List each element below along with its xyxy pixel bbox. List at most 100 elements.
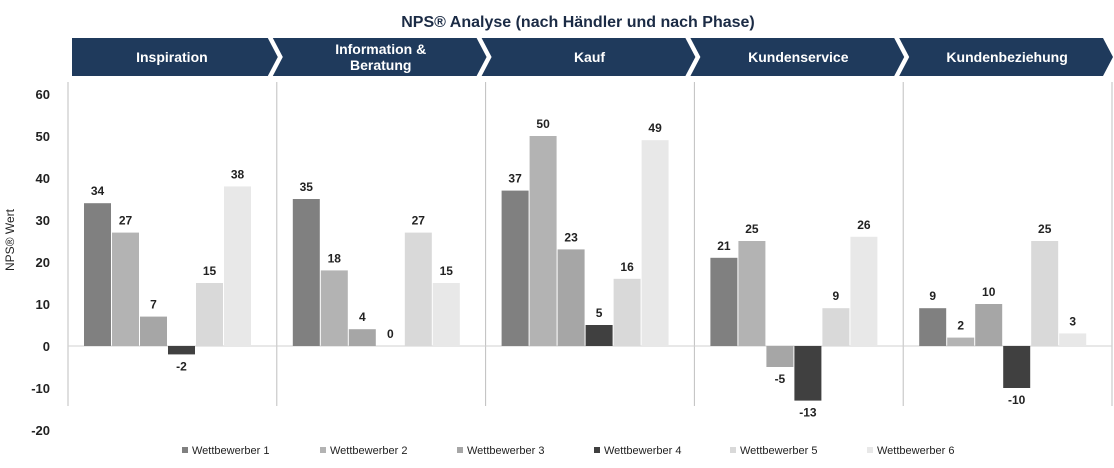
- phase-label-2: Information & Beratung: [335, 41, 426, 73]
- bar: [196, 283, 223, 346]
- bar: [292, 199, 320, 346]
- phase-label-line: Inspiration: [136, 49, 208, 65]
- bar: [850, 236, 878, 346]
- phase-label-line: Kundenbeziehung: [946, 49, 1067, 65]
- y-tick-label: 20: [36, 255, 50, 270]
- bar: [432, 283, 460, 346]
- legend-swatch: [457, 447, 463, 453]
- phase-header-3: [481, 38, 696, 76]
- y-tick-label: -10: [31, 381, 50, 396]
- legend-swatch: [730, 447, 736, 453]
- phase-header-2: [272, 38, 487, 76]
- phase-label-line: Information &: [335, 41, 426, 57]
- y-tick-label: 60: [36, 87, 50, 102]
- bar: [1031, 241, 1059, 346]
- phase-headers: Inspiration Information & Beratung Kauf Kund…: [72, 38, 1113, 76]
- legend-label: Wettbewerber 4: [604, 445, 681, 457]
- data-label: 0: [387, 327, 394, 341]
- bar: [168, 346, 195, 355]
- data-label: 2: [957, 319, 964, 333]
- bars: [84, 136, 1087, 401]
- phase-label-5: Kundenbeziehung: [946, 49, 1067, 65]
- data-label: 25: [745, 222, 759, 236]
- phase-header-1: [72, 38, 278, 76]
- y-tick-label: 40: [36, 171, 50, 186]
- bar: [766, 346, 794, 367]
- legend-swatch: [182, 447, 188, 453]
- data-label: 9: [833, 289, 840, 303]
- bar: [348, 329, 376, 346]
- bar: [641, 140, 669, 346]
- legend: Wettbewerber 1 Wettbewerber 2 Wettbewerber…: [182, 445, 954, 457]
- data-label: 21: [717, 239, 731, 253]
- legend-swatch: [867, 447, 873, 453]
- bar: [919, 308, 947, 346]
- bar: [613, 278, 641, 346]
- data-label: 50: [536, 117, 550, 131]
- data-label: 35: [300, 180, 314, 194]
- bar: [822, 308, 850, 346]
- bar: [320, 270, 348, 346]
- legend-label: Wettbewerber 1: [192, 445, 269, 457]
- data-label: 4: [359, 310, 366, 324]
- bar: [404, 232, 432, 346]
- data-labels: 34277-215383518402715375023516492125-5-1…: [91, 117, 1077, 420]
- phase-label-line: Kauf: [574, 49, 605, 65]
- chart-title: NPS® Analyse (nach Händler und nach Phas…: [401, 14, 755, 31]
- y-tick-label: 50: [36, 129, 50, 144]
- data-label: 18: [328, 251, 342, 265]
- y-tick-label: 10: [36, 297, 50, 312]
- y-axis: 60 50 40 30 20 10 0 -10 -20: [31, 87, 50, 438]
- legend-swatch: [594, 447, 600, 453]
- data-label: 10: [982, 285, 996, 299]
- bar: [1003, 346, 1031, 388]
- bar: [529, 136, 557, 346]
- data-label: 5: [596, 306, 603, 320]
- phase-label-4: Kundenservice: [748, 49, 849, 65]
- legend-swatch: [320, 447, 326, 453]
- data-label: 27: [412, 214, 426, 228]
- phase-header-4: [690, 38, 905, 76]
- data-label: -13: [799, 406, 817, 420]
- bar: [112, 232, 139, 346]
- data-label: 37: [508, 172, 522, 186]
- data-label: 9: [929, 289, 936, 303]
- data-label: 15: [440, 264, 454, 278]
- y-tick-label: 0: [43, 339, 50, 354]
- data-label: 15: [203, 264, 217, 278]
- data-label: -5: [775, 372, 786, 386]
- phase-label-line: Kundenservice: [748, 49, 849, 65]
- data-label: 26: [857, 218, 871, 232]
- data-label: 49: [648, 121, 662, 135]
- y-tick-label: 30: [36, 213, 50, 228]
- bar: [710, 257, 738, 346]
- legend-label: Wettbewerber 6: [877, 445, 954, 457]
- bar: [557, 249, 585, 346]
- data-label: 27: [119, 214, 133, 228]
- bar: [1059, 333, 1087, 346]
- bar: [224, 186, 251, 346]
- phase-label-1: Inspiration: [136, 49, 208, 65]
- legend-label: Wettbewerber 5: [740, 445, 817, 457]
- y-axis-label: NPS® Wert: [3, 208, 17, 271]
- data-label: 3: [1069, 314, 1076, 328]
- phase-label-line: Beratung: [350, 57, 411, 73]
- data-label: 34: [91, 184, 105, 198]
- y-tick-label: -20: [31, 423, 50, 438]
- data-label: 23: [564, 230, 578, 244]
- data-label: 16: [620, 260, 634, 274]
- bar: [501, 190, 529, 346]
- bar: [794, 346, 822, 401]
- bar: [140, 316, 167, 346]
- bar: [738, 241, 766, 346]
- data-label: 25: [1038, 222, 1052, 236]
- data-label: 7: [150, 298, 157, 312]
- phase-header-5: [899, 38, 1113, 76]
- phase-label-3: Kauf: [574, 49, 605, 65]
- legend-label: Wettbewerber 3: [467, 445, 544, 457]
- legend-label: Wettbewerber 2: [330, 445, 407, 457]
- data-label: 38: [231, 167, 245, 181]
- bar: [975, 304, 1003, 346]
- bar: [947, 337, 975, 346]
